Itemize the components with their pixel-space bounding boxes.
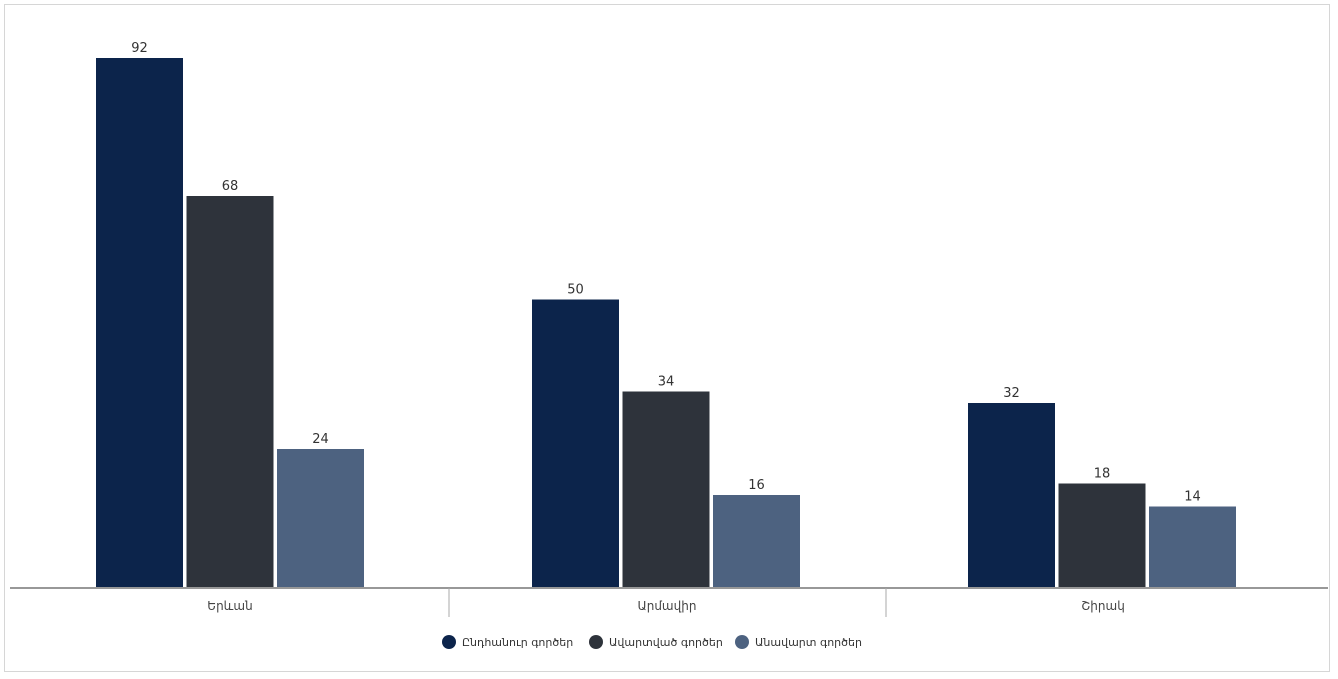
data-label-2-2: 14 (1184, 490, 1201, 505)
legend-marker-1 (589, 635, 603, 649)
legend-label-1: Ավարտված գործեր (609, 636, 723, 649)
legend-marker-2 (735, 635, 749, 649)
data-label-1-1: 34 (658, 375, 675, 390)
bar-1-1 (622, 391, 710, 587)
legend-label-2: Անավարտ գործեր (755, 636, 862, 649)
bars-layer (96, 58, 1236, 587)
bar-2-0 (968, 403, 1055, 587)
bar-1-2 (713, 495, 800, 587)
data-labels-layer: 92 68 24 50 34 16 32 18 14 (131, 41, 1201, 505)
legend: Ընդհանուր գործեր Ավարտված գործեր Անավարտ… (442, 635, 862, 649)
legend-marker-0 (442, 635, 456, 649)
bar-0-1 (186, 196, 274, 587)
bar-2-2 (1149, 506, 1236, 587)
bar-2-1 (1058, 483, 1146, 587)
category-label-1: Արմավիր (638, 599, 697, 613)
bar-0-2 (277, 449, 364, 587)
bar-1-0 (532, 299, 619, 587)
data-label-2-1: 18 (1094, 467, 1111, 482)
data-label-2-0: 32 (1003, 386, 1020, 401)
category-label-2: Շիրակ (1081, 599, 1125, 613)
legend-label-0: Ընդհանուր գործեր (462, 636, 573, 649)
category-label-0: Երևան (207, 599, 252, 613)
data-label-0-2: 24 (312, 432, 329, 447)
bar-0-0 (96, 58, 183, 587)
data-label-0-0: 92 (131, 41, 148, 56)
data-label-1-0: 50 (567, 283, 584, 298)
data-label-0-1: 68 (222, 179, 239, 194)
data-label-1-2: 16 (748, 478, 765, 493)
